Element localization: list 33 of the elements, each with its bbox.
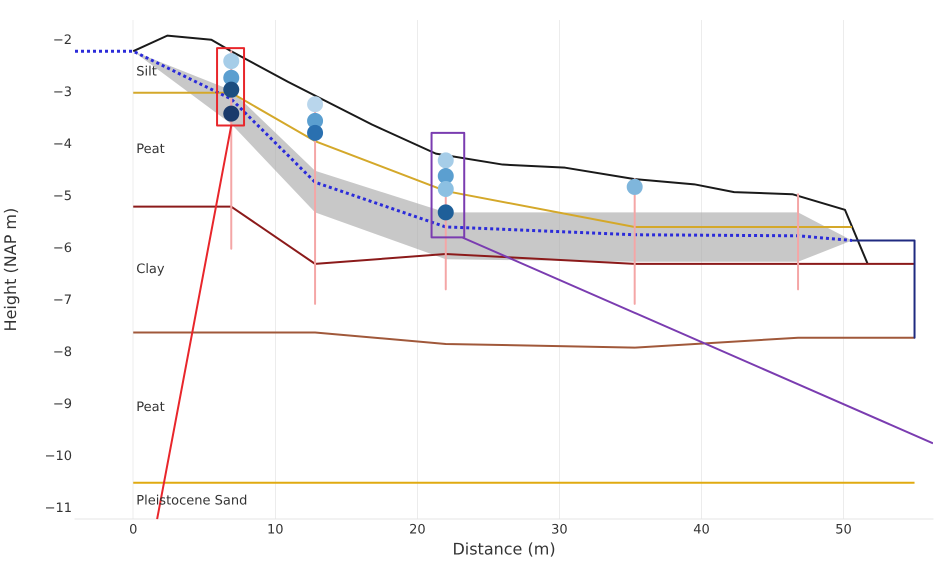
y-tick-label: −2 <box>52 33 72 48</box>
y-tick-label: −6 <box>52 241 72 256</box>
x-axis-title: Distance (m) <box>452 540 556 559</box>
annotation: Silt <box>136 64 157 80</box>
point <box>223 82 240 98</box>
point <box>307 124 324 141</box>
x-tick-label: 10 <box>267 522 284 538</box>
point <box>438 204 454 220</box>
x-tick-label: 30 <box>551 522 568 538</box>
x-tick-label: 20 <box>409 522 426 538</box>
annotation: Clay <box>136 262 165 277</box>
y-tick-label: −7 <box>52 293 72 308</box>
point <box>307 96 324 112</box>
y-tick-label: −9 <box>52 397 72 412</box>
line-series <box>75 50 854 242</box>
point <box>438 152 454 168</box>
point <box>223 106 240 122</box>
x-tick-label: 50 <box>835 522 852 538</box>
y-axis-title: Height (NAP m) <box>0 208 20 332</box>
point <box>626 178 643 195</box>
y-tick-label: −8 <box>52 345 72 360</box>
point <box>438 181 454 197</box>
y-tick-label: −5 <box>52 189 72 204</box>
x-tick-label: 0 <box>129 522 138 538</box>
annotation: Peat <box>136 400 165 416</box>
x-tick-label: 40 <box>693 522 710 538</box>
annotation: Peat <box>136 142 165 158</box>
y-tick-label: −3 <box>52 85 72 100</box>
point <box>223 53 240 70</box>
point <box>438 168 454 184</box>
y-tick-label: −10 <box>44 449 72 464</box>
y-tick-label: −11 <box>44 501 72 516</box>
y-tick-label: −4 <box>52 137 72 152</box>
